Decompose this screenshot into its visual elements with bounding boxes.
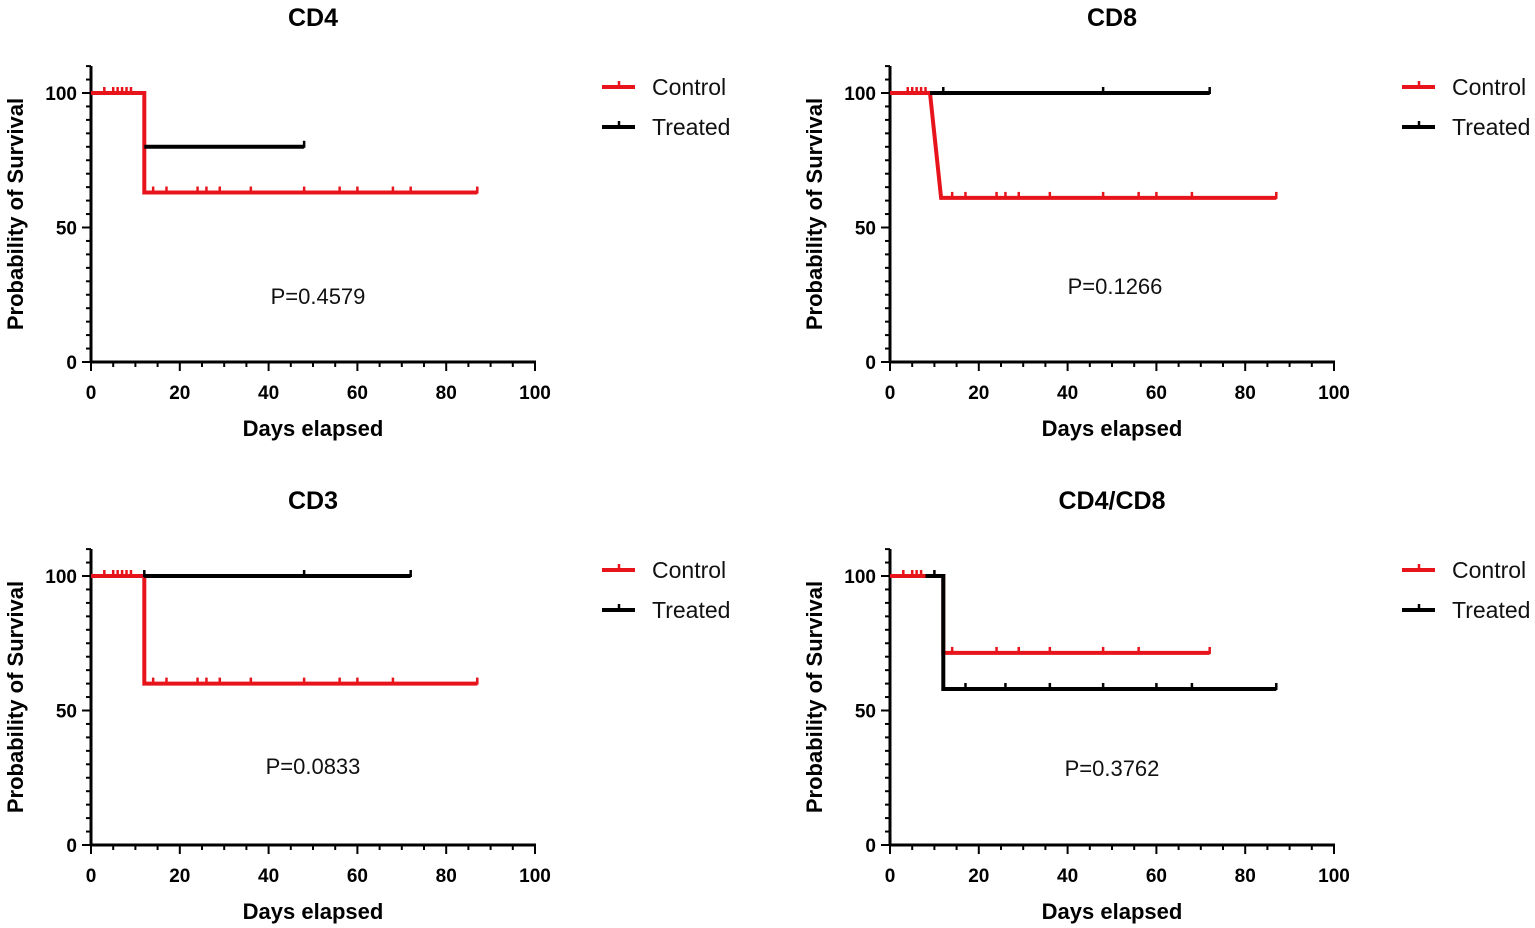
x-tick-label: 20 — [169, 866, 190, 887]
x-tick-label: 20 — [968, 866, 989, 887]
x-tick-label: 100 — [519, 866, 551, 887]
y-tick-label: 0 — [66, 353, 77, 374]
x-tick-label: 0 — [86, 866, 97, 887]
survival-line-treated — [925, 574, 1277, 691]
chart-title: CD3 — [288, 487, 338, 515]
survival-line-control — [91, 574, 478, 686]
legend-label-treated: Treated — [1452, 597, 1530, 623]
x-tick-label: 0 — [885, 383, 896, 404]
y-tick-label: 50 — [56, 702, 77, 723]
x-axis-label: Days elapsed — [1042, 899, 1183, 924]
x-tick-label: 60 — [1146, 866, 1167, 887]
y-tick-label: 0 — [865, 353, 876, 374]
x-tick-label: 100 — [519, 383, 551, 404]
legend-label-treated: Treated — [652, 597, 730, 623]
survival-line-control — [890, 574, 1210, 655]
y-axis-label: Probability of Survival — [802, 581, 827, 813]
legend-label-control: Control — [652, 557, 726, 583]
x-tick-label: 80 — [436, 383, 457, 404]
legend-label-treated: Treated — [652, 114, 730, 140]
chart-title: CD8 — [1087, 4, 1137, 32]
survival-line-control — [91, 91, 478, 195]
p-value-label: P=0.3762 — [1065, 756, 1160, 781]
chart-title: CD4/CD8 — [1059, 487, 1166, 515]
x-tick-label: 0 — [885, 866, 896, 887]
x-tick-label: 60 — [347, 866, 368, 887]
survival-line-control — [890, 91, 1277, 200]
x-tick-label: 80 — [436, 866, 457, 887]
x-tick-label: 60 — [1146, 383, 1167, 404]
y-tick-label: 0 — [865, 836, 876, 857]
y-axis-label: Probability of Survival — [3, 581, 28, 813]
x-tick-label: 20 — [169, 383, 190, 404]
x-tick-label: 0 — [86, 383, 97, 404]
p-value-label: P=0.0833 — [266, 754, 361, 779]
x-tick-label: 40 — [1057, 866, 1078, 887]
legend-label-control: Control — [1452, 557, 1526, 583]
x-axis-label: Days elapsed — [243, 416, 384, 441]
x-tick-label: 20 — [968, 383, 989, 404]
x-axis-label: Days elapsed — [1042, 416, 1183, 441]
legend-label-treated: Treated — [1452, 114, 1530, 140]
chart-panel-cd4: CD4 0 50 100 0 20 40 60 80 100 Days elapsed Probabi… — [3, 4, 730, 441]
x-tick-label: 40 — [1057, 383, 1078, 404]
y-axis-label: Probability of Survival — [802, 98, 827, 330]
x-tick-label: 100 — [1318, 866, 1350, 887]
y-axis-label: Probability of Survival — [3, 98, 28, 330]
y-tick-label: 0 — [66, 836, 77, 857]
chart-panel-cd3: CD3 0 50 100 0 20 40 60 80 100 Days elapsed Probabi… — [3, 487, 730, 924]
y-tick-label: 100 — [844, 567, 876, 588]
y-tick-label: 50 — [855, 219, 876, 240]
chart-panel-cd8: CD8 0 50 100 0 20 40 60 80 100 Days elapsed Probabi… — [802, 4, 1530, 441]
legend-label-control: Control — [1452, 74, 1526, 100]
x-tick-label: 40 — [258, 866, 279, 887]
y-tick-label: 100 — [844, 84, 876, 105]
y-tick-label: 100 — [45, 84, 77, 105]
x-tick-label: 80 — [1235, 866, 1256, 887]
y-tick-label: 50 — [855, 702, 876, 723]
x-tick-label: 100 — [1318, 383, 1350, 404]
p-value-label: P=0.4579 — [271, 284, 366, 309]
chart-title: CD4 — [288, 4, 338, 32]
legend-label-control: Control — [652, 74, 726, 100]
y-tick-label: 100 — [45, 567, 77, 588]
chart-panel-cd4-cd8: CD4/CD8 0 50 100 0 20 40 60 80 100 Days elapsed Pro… — [802, 487, 1530, 924]
x-tick-label: 60 — [347, 383, 368, 404]
x-axis-label: Days elapsed — [243, 899, 384, 924]
y-tick-label: 50 — [56, 219, 77, 240]
x-tick-label: 40 — [258, 383, 279, 404]
x-tick-label: 80 — [1235, 383, 1256, 404]
p-value-label: P=0.1266 — [1068, 274, 1163, 299]
